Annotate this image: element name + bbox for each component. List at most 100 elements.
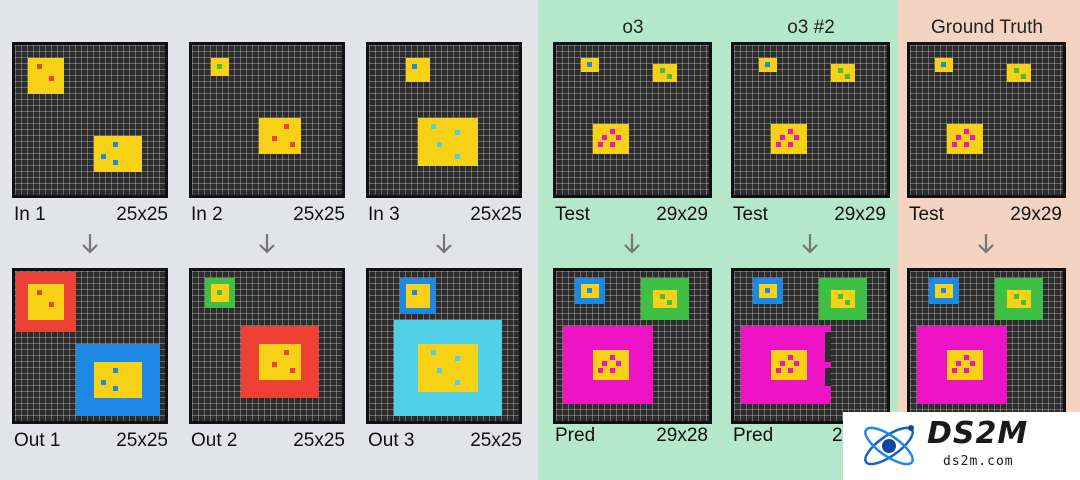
test-input-grid-ground-truth	[907, 42, 1066, 198]
red-dot	[49, 302, 54, 307]
cyan-dot	[437, 142, 442, 147]
cyan-dot	[455, 130, 460, 135]
green-dot	[660, 294, 665, 299]
magenta-dot	[598, 368, 603, 373]
down-arrow-icon	[802, 234, 818, 254]
red-dot	[49, 76, 54, 81]
output-grid-2	[189, 268, 345, 424]
output-grid-1	[12, 268, 168, 424]
cyan-dot	[455, 380, 460, 385]
magenta-dot	[788, 355, 793, 360]
magenta-dot	[602, 135, 607, 140]
red-dot	[290, 142, 295, 147]
magenta-notch	[825, 368, 831, 386]
yellow-square	[653, 64, 677, 82]
atom-icon	[864, 425, 914, 466]
green-dot	[660, 68, 665, 73]
blue-dot	[113, 142, 118, 147]
test-o3-2-in-size: 29x29	[834, 204, 886, 225]
yellow-square	[831, 64, 855, 82]
blue-dot	[941, 62, 946, 67]
pair-1-out-label: Out 1	[14, 430, 61, 451]
test-input-grid-o3-2	[731, 42, 890, 198]
pair-1-in-label: In 1	[14, 204, 46, 225]
blue-dot	[765, 62, 770, 67]
down-arrow-icon	[436, 234, 452, 254]
pair-2-in-label: In 2	[191, 204, 223, 225]
magenta-dot	[776, 368, 781, 373]
input-grid-3	[366, 42, 522, 198]
green-dot	[217, 290, 222, 295]
magenta-dot	[964, 142, 969, 147]
blue-dot	[113, 368, 118, 373]
magenta-dot	[616, 361, 621, 366]
pair-3-out-label: Out 3	[368, 430, 415, 451]
magenta-dot	[598, 142, 603, 147]
red-dot	[290, 368, 295, 373]
magenta-dot	[610, 368, 615, 373]
magenta-dot	[956, 135, 961, 140]
cyan-dot	[431, 350, 436, 355]
green-dot	[667, 300, 672, 305]
pair-2-out-label: Out 2	[191, 430, 238, 451]
down-arrow-icon	[978, 234, 994, 254]
pair-1-out-size: 25x25	[116, 430, 168, 451]
red-dot	[284, 350, 289, 355]
blue-dot	[101, 380, 106, 385]
pair-2-out-size: 25x25	[293, 430, 345, 451]
red-dot	[272, 362, 277, 367]
magenta-notch	[825, 332, 831, 362]
magenta-dot	[794, 361, 799, 366]
blue-dot	[941, 288, 946, 293]
green-dot	[845, 300, 850, 305]
blue-dot	[113, 386, 118, 391]
test-o3-2-in-label: Test	[733, 204, 768, 225]
red-dot	[284, 124, 289, 129]
watermark-logo: DS2M ds2m.com	[843, 412, 1080, 480]
prediction-grid-o3	[553, 268, 712, 424]
down-arrow-icon	[82, 234, 98, 254]
test-o3-2-out-size-partial: 2	[832, 425, 843, 446]
watermark-subtitle: ds2m.com	[943, 454, 1014, 469]
ground-truth-in-size: 29x29	[1010, 204, 1062, 225]
magenta-dot	[952, 368, 957, 373]
column-title-ground-truth: Ground Truth	[931, 17, 1043, 38]
magenta-dot	[788, 142, 793, 147]
prediction-grid-o3-2	[731, 268, 890, 424]
magenta-dot	[610, 355, 615, 360]
yellow-square	[418, 118, 478, 166]
cyan-dot	[455, 356, 460, 361]
green-dot	[838, 68, 843, 73]
green-dot	[217, 64, 222, 69]
blue-dot	[113, 160, 118, 165]
magenta-dot	[952, 142, 957, 147]
magenta-dot	[964, 129, 969, 134]
green-dot	[1014, 68, 1019, 73]
down-arrow-icon	[624, 234, 640, 254]
yellow-square	[653, 290, 677, 308]
pair-2-in-size: 25x25	[293, 204, 345, 225]
cyan-dot	[455, 154, 460, 159]
magenta-dot	[776, 142, 781, 147]
magenta-dot	[610, 142, 615, 147]
yellow-square	[28, 58, 64, 94]
magenta-dot	[780, 135, 785, 140]
down-arrow-icon	[259, 234, 275, 254]
green-dot	[838, 294, 843, 299]
red-dot	[37, 64, 42, 69]
pair-3-in-label: In 3	[368, 204, 400, 225]
test-o3-2-out-label: Pred	[733, 425, 774, 446]
column-title-o3: o3	[622, 17, 644, 38]
green-dot	[667, 74, 672, 79]
yellow-square	[406, 58, 430, 82]
cyan-dot	[431, 124, 436, 129]
red-dot	[37, 290, 42, 295]
input-grid-1	[12, 42, 168, 198]
green-dot	[1021, 300, 1026, 305]
test-input-grid-o3	[553, 42, 712, 198]
blue-dot	[101, 154, 106, 159]
magenta-dot	[780, 361, 785, 366]
blue-dot	[765, 288, 770, 293]
column-title-o3-2: o3 #2	[787, 17, 835, 38]
magenta-dot	[610, 129, 615, 134]
